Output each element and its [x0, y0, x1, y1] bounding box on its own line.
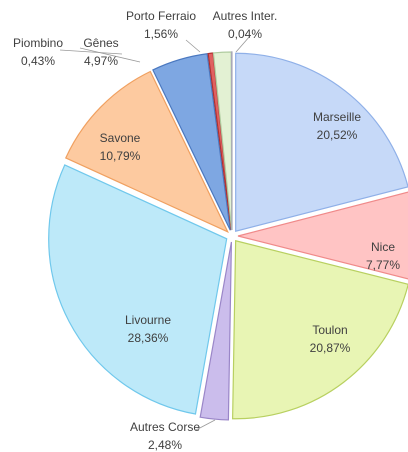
slice-label: Livourne: [125, 313, 171, 327]
slice-label: Savone: [100, 131, 141, 145]
pie-slice: [48, 164, 228, 415]
slice-label: Autres Inter.: [213, 9, 278, 23]
slice-value-label: 20,87%: [310, 341, 351, 355]
pie-slice: [152, 53, 231, 231]
pie-slice: [64, 70, 229, 234]
slice-value-label: 10,79%: [100, 149, 141, 163]
leader-line: [185, 39, 201, 53]
leader-line: [195, 419, 216, 431]
slice-label: Porto Ferraio: [126, 9, 196, 23]
slice-label: Autres Corse: [130, 420, 200, 434]
slice-value-label: 0,43%: [21, 54, 55, 68]
slice-value-label: 28,36%: [128, 331, 169, 345]
slice-value-label: 2,48%: [148, 438, 182, 452]
slice-label: Gênes: [83, 36, 118, 50]
pie-slice: [232, 239, 408, 420]
slice-value-label: 0,04%: [228, 27, 262, 41]
pie-slice: [237, 191, 408, 280]
slice-label: Piombino: [13, 36, 63, 50]
slice-value-label: 1,56%: [144, 27, 178, 41]
leader-line: [235, 35, 251, 53]
slice-value-label: 20,52%: [317, 128, 358, 142]
pie-slice: [235, 52, 408, 233]
slice-value-label: 4,97%: [84, 54, 118, 68]
slice-label: Toulon: [312, 323, 347, 337]
slice-label: Nice: [371, 240, 395, 254]
leader-line: [79, 47, 141, 63]
leader-line: [59, 49, 123, 55]
slice-label: Marseille: [313, 110, 361, 124]
slice-value-label: 7,77%: [366, 258, 400, 272]
pie-slice: [199, 241, 233, 421]
